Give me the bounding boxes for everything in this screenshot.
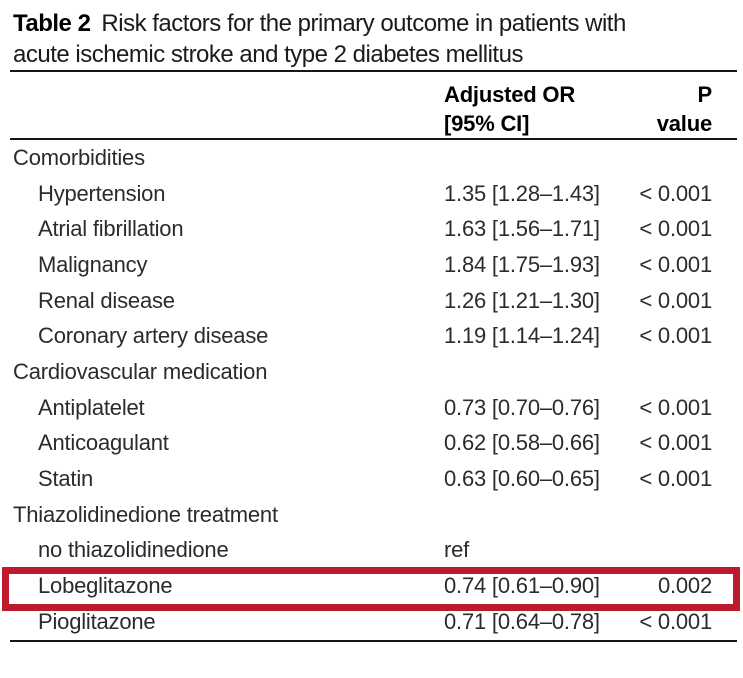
header-adjusted-or: Adjusted OR [95% CI] (444, 80, 637, 138)
row-p-value: < 0.001 (639, 608, 712, 634)
row-label: Cardiovascular medication (13, 358, 268, 384)
table-title: Table 2 Risk factors for the primary outc… (0, 0, 743, 70)
table-row: Anticoagulant 0.62 [0.58–0.66] < 0.001 (0, 426, 743, 462)
table-row: Renal disease 1.26 [1.21–1.30] < 0.001 (0, 283, 743, 319)
row-p-value: < 0.001 (639, 466, 712, 492)
header-p-value: P value (637, 80, 712, 138)
row-p-value: < 0.001 (639, 251, 712, 277)
divider-top (10, 70, 737, 72)
table-row: Pioglitazone 0.71 [0.64–0.78] < 0.001 (0, 604, 743, 640)
row-p-value: 0.002 (657, 573, 712, 599)
table-row: Statin 0.63 [0.60–0.65] < 0.001 (0, 461, 743, 497)
table-number-label: Table 2 (13, 10, 91, 37)
row-or-value: 1.26 [1.21–1.30] (444, 287, 600, 313)
row-label: Antiplatelet (38, 394, 145, 420)
row-or-value: 0.71 [0.64–0.78] (444, 608, 600, 634)
row-label: Anticoagulant (38, 430, 169, 456)
table-body: Comorbidities Hypertension 1.35 [1.28–1.… (0, 140, 743, 640)
row-label: Hypertension (38, 180, 166, 206)
row-or-value: 0.62 [0.58–0.66] (444, 430, 600, 456)
table-row: Comorbidities (0, 140, 743, 176)
header-p-value-line2: value (656, 111, 712, 136)
row-or-value: 1.35 [1.28–1.43] (444, 180, 600, 206)
table-row: no thiazolidinedione ref (0, 533, 743, 569)
row-label: no thiazolidinedione (38, 537, 229, 563)
table-header: Adjusted OR [95% CI] P value (0, 72, 743, 138)
row-label: Comorbidities (13, 144, 145, 170)
row-label: Renal disease (38, 287, 175, 313)
row-or-value: 1.63 [1.56–1.71] (444, 216, 600, 242)
divider-bottom (10, 639, 737, 642)
row-label: Thiazolidinedione treatment (13, 501, 278, 527)
row-or-value: 0.74 [0.61–0.90] (444, 573, 600, 599)
row-or-value: 1.84 [1.75–1.93] (444, 251, 600, 277)
row-label: Coronary artery disease (38, 323, 269, 349)
row-p-value: < 0.001 (639, 287, 712, 313)
row-or-value: 0.63 [0.60–0.65] (444, 466, 600, 492)
row-or-value: 1.19 [1.14–1.24] (444, 323, 600, 349)
divider-header (10, 138, 737, 140)
row-p-value: < 0.001 (639, 323, 712, 349)
header-adjusted-or-line1: Adjusted OR (444, 82, 576, 107)
table-row: Atrial fibrillation 1.63 [1.56–1.71] < 0… (0, 211, 743, 247)
table-row: Coronary artery disease 1.19 [1.14–1.24]… (0, 318, 743, 354)
row-label: Malignancy (38, 251, 148, 277)
row-label: Pioglitazone (38, 608, 156, 634)
row-label: Statin (38, 466, 94, 492)
row-p-value: < 0.001 (639, 394, 712, 420)
table-row: Lobeglitazone 0.74 [0.61–0.90] 0.002 (0, 567, 743, 611)
table-title-text: Risk factors for the primary outcome in … (101, 10, 626, 37)
header-adjusted-or-line2: [95% CI] (444, 111, 530, 136)
row-p-value: < 0.001 (639, 430, 712, 456)
table-row: Malignancy 1.84 [1.75–1.93] < 0.001 (0, 247, 743, 283)
row-or-value: 0.73 [0.70–0.76] (444, 394, 600, 420)
table-row: Thiazolidinedione treatment (0, 497, 743, 533)
row-label: Lobeglitazone (38, 573, 173, 599)
row-label: Atrial fibrillation (38, 216, 184, 242)
header-p-value-line1: P (697, 82, 713, 107)
table-row: Hypertension 1.35 [1.28–1.43] < 0.001 (0, 176, 743, 212)
row-p-value: < 0.001 (639, 180, 712, 206)
header-label-spacer (13, 80, 444, 138)
table-row: Antiplatelet 0.73 [0.70–0.76] < 0.001 (0, 390, 743, 426)
table-row: Cardiovascular medication (0, 354, 743, 390)
table-title-line2: acute ischemic stroke and type 2 diabete… (13, 41, 523, 68)
row-or-value: ref (444, 537, 470, 563)
row-p-value: < 0.001 (639, 216, 712, 242)
table-title-line1: Table 2 Risk factors for the primary outc… (13, 8, 737, 39)
